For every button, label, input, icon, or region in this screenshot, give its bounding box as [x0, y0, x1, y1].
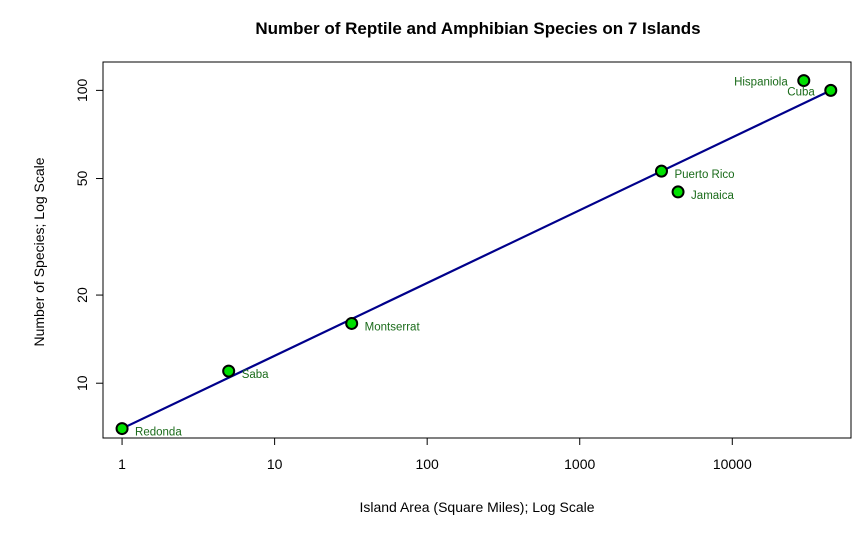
fit-line-layer [121, 89, 832, 430]
points-layer [115, 74, 838, 436]
data-point [654, 164, 668, 178]
data-point [824, 83, 838, 97]
plot-frame [102, 61, 852, 439]
data-point [345, 316, 359, 330]
y-tick-label: 10 [74, 375, 90, 391]
data-point [797, 74, 811, 88]
data-point [671, 185, 685, 199]
point-label: Jamaica [691, 190, 734, 202]
chart-title: Number of Reptile and Amphibian Species … [255, 19, 700, 38]
point-label: Cuba [787, 86, 815, 98]
x-tick-label: 1 [118, 456, 126, 472]
x-axis-label: Island Area (Square Miles); Log Scale [359, 499, 594, 515]
y-tick-label: 100 [74, 78, 90, 102]
x-tick-label: 100 [415, 456, 439, 472]
point-label: Puerto Rico [674, 169, 734, 181]
y-tick-label: 20 [74, 287, 90, 303]
point-label: Saba [242, 369, 269, 381]
point-labels-layer: Redonda Saba Montserrat Puerto Rico Jamaica H… [135, 77, 815, 439]
y-axis-label: Number of Species; Log Scale [31, 157, 47, 346]
point-label: Montserrat [365, 321, 421, 333]
fit-line [121, 89, 832, 430]
data-point [115, 422, 129, 436]
y-tick-label: 50 [74, 171, 90, 187]
point-label: Hispaniola [734, 77, 788, 89]
x-tick-label: 10 [267, 456, 283, 472]
x-axis: 1 10 100 1000 10000 [118, 437, 752, 472]
y-axis: 10 20 50 100 [74, 78, 104, 391]
point-label: Redonda [135, 427, 182, 439]
data-point [222, 364, 236, 378]
x-tick-label: 1000 [564, 456, 595, 472]
x-tick-label: 10000 [713, 456, 752, 472]
